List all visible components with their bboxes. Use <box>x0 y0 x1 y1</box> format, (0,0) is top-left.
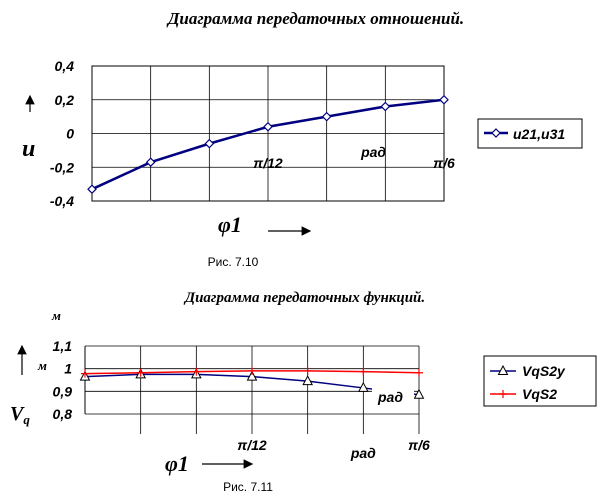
chart-1-data-point <box>87 184 97 195</box>
chart-2-data-point <box>415 368 423 377</box>
chart-2-legend-marker <box>499 390 507 398</box>
chart-2-data-point <box>302 375 313 386</box>
chart-2-legend-label: VqS2 <box>522 386 557 402</box>
chart-2: Диаграмма передаточных функций. 1,1 1 0,9 0… <box>10 290 597 494</box>
chart-1-x-tick-label: рад <box>360 144 386 160</box>
chart-1-x-tick-labels: π/12 рад π/6 <box>253 144 455 171</box>
chart-1-x-tick-label: π/12 <box>253 155 283 171</box>
chart-1-data-point <box>263 121 273 132</box>
chart-1-x-axis-label: φ1 <box>218 212 242 237</box>
chart-1-legend-marker <box>491 128 501 138</box>
chart-2-data-point <box>81 369 89 378</box>
chart-1-y-tick-label: -0,4 <box>50 193 74 209</box>
chart-2-title: Диаграмма передаточных функций. <box>183 290 425 306</box>
chart-2-data-point <box>303 366 312 375</box>
chart-2-y-axis-label: Vq <box>10 403 30 427</box>
chart-1-data-point <box>321 111 332 122</box>
chart-2-x-tick-label: π/6 <box>408 437 430 453</box>
chart-1-y-tick-label: 0,2 <box>55 92 75 108</box>
chart-1-data-point <box>145 157 156 168</box>
chart-1: Диаграмма передаточных отношений. 0,4 0,2… <box>22 9 583 269</box>
chart-2-y-tick-label: 0,9 <box>53 383 73 399</box>
chart-2-x-axis-label: φ1 <box>165 451 189 476</box>
chart-2-legend-marker <box>497 364 509 375</box>
chart-2-series <box>79 366 425 399</box>
chart-1-y-tick-label: -0,2 <box>50 159 74 175</box>
chart-2-data-point <box>413 388 425 399</box>
chart-2-x-tick-label: рад <box>350 445 376 461</box>
chart-2-data-point <box>359 367 368 376</box>
chart-2-inner-label: рад <box>377 389 403 405</box>
chart-1-data-point <box>439 94 449 105</box>
chart-1-y-ticks: 0,4 0,2 0 -0,2 -0,4 <box>50 58 74 209</box>
chart-1-y-tick-label: 0,4 <box>55 58 75 74</box>
chart-1-y-tick-label: 0 <box>66 126 74 142</box>
chart-1-title: Диаграмма передаточных отношений. <box>166 9 464 28</box>
chart-1-legend: u21,u31 <box>477 118 583 149</box>
chart-2-y-unit-top: м <box>51 308 61 323</box>
chart-2-y-unit-mid: м <box>37 358 47 373</box>
chart-2-y-axis-label-text: Vq <box>10 403 30 427</box>
chart-1-data-point <box>204 138 215 149</box>
chart-1-x-tick-label: π/6 <box>433 155 455 171</box>
chart-2-inner-label-bg <box>372 384 414 408</box>
chart-1-data-point <box>380 101 391 112</box>
chart-2-y-tick-label: 1 <box>64 361 72 377</box>
chart-1-legend-label: u21,u31 <box>513 126 565 142</box>
chart-2-data-point <box>136 368 145 377</box>
chart-2-legend-label: VqS2y <box>522 363 566 379</box>
chart-2-x-tick-labels: π/12 рад π/6 <box>237 437 430 461</box>
chart-2-y-ticks: 1,1 1 0,9 0,8 <box>53 338 73 422</box>
chart-2-caption: Рис. 7.11 <box>223 480 273 494</box>
chart-1-caption: Рис. 7.10 <box>208 255 259 269</box>
chart-1-y-axis-label: u <box>22 136 35 162</box>
chart-2-x-tick-label: π/12 <box>237 437 267 453</box>
chart-1-grid <box>92 66 444 201</box>
chart-2-y-tick-label: 0,8 <box>53 406 73 422</box>
chart-2-data-point <box>248 366 256 375</box>
chart-2-legend: VqS2y VqS2 <box>483 355 597 407</box>
chart-2-data-point <box>192 367 201 376</box>
chart-2-y-tick-label: 1,1 <box>53 338 73 354</box>
chart-1-series <box>87 94 449 195</box>
chart-2-data-point <box>358 381 369 392</box>
chart-2-data-point <box>246 370 258 381</box>
